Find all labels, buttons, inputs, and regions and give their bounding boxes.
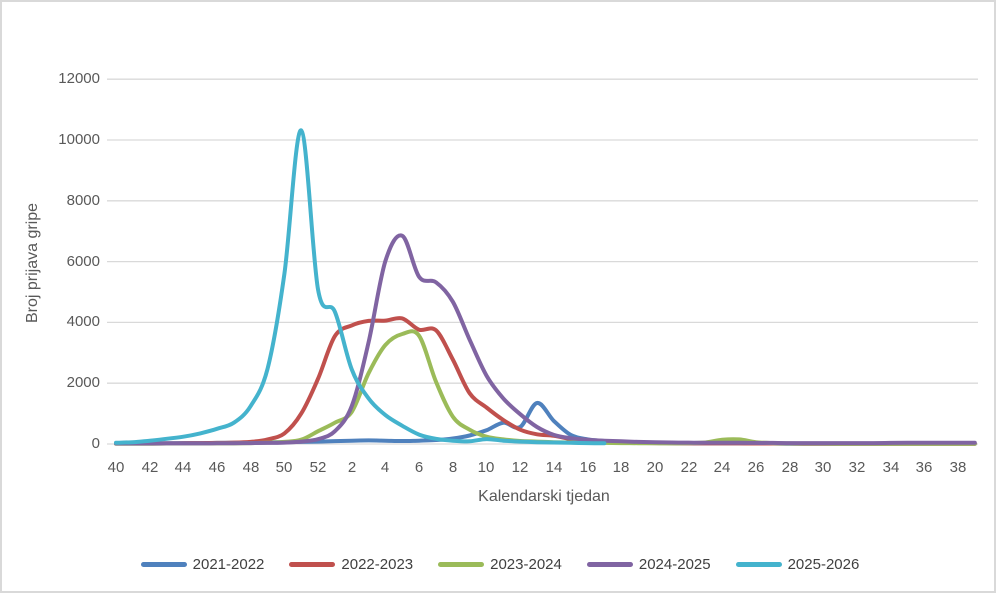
x-tick-label: 30 [814, 459, 832, 476]
legend-line-swatch [586, 561, 633, 567]
y-tick-label: 6000 [66, 253, 100, 270]
legend-line-swatch [735, 561, 782, 567]
legend-label: 2022-2023 [341, 555, 414, 573]
x-tick-label: 26 [747, 459, 765, 476]
legend-label: 2025-2026 [787, 555, 860, 573]
legend-label: 2024-2025 [638, 555, 711, 573]
x-tick-label: 36 [915, 459, 933, 476]
legend-line-swatch [438, 561, 485, 567]
y-tick-label: 0 [91, 435, 100, 452]
y-axis-title: Broj prijava gripe [24, 202, 41, 324]
legend-line-swatch [289, 561, 336, 567]
x-tick-label: 46 [208, 459, 226, 476]
x-axis-title: Kalendarski tjedan [478, 488, 610, 505]
y-tick-label: 12000 [58, 70, 100, 87]
x-tick-label: 14 [545, 459, 563, 476]
y-tick-label: 2000 [66, 374, 100, 391]
chart-legend: 2021-2022 2022-2023 2023-2024 2024-2025 2025… [2, 553, 996, 575]
legend-item-2024-2025: 2024-2025 [586, 555, 711, 573]
series-line-2021-2022 [114, 401, 977, 446]
x-tick-label: 2 [347, 459, 357, 476]
x-tick-label: 10 [477, 459, 495, 476]
x-tick-label: 44 [174, 459, 192, 476]
x-tick-label: 52 [309, 459, 327, 476]
y-tick-label: 8000 [66, 192, 100, 209]
x-tick-label: 38 [949, 459, 967, 476]
x-tick-label: 28 [781, 459, 799, 476]
x-tick-label: 40 [107, 459, 125, 476]
x-tick-label: 22 [680, 459, 698, 476]
x-tick-label: 20 [646, 459, 664, 476]
legend-item-2022-2023: 2022-2023 [289, 556, 413, 573]
x-tick-label: 32 [848, 459, 866, 476]
series-line-2022-2023 [114, 316, 977, 446]
legend-item-2021-2022: 2021-2022 [140, 555, 265, 573]
series-line-2023-2024 [114, 329, 977, 446]
x-tick-label: 48 [242, 459, 260, 476]
y-tick-label: 10000 [58, 131, 100, 148]
legend-label: 2023-2024 [490, 555, 562, 573]
legend-item-2023-2024: 2023-2024 [438, 556, 562, 573]
x-tick-label: 4 [380, 459, 390, 476]
x-tick-label: 50 [275, 459, 293, 476]
x-tick-label: 8 [448, 459, 458, 476]
x-tick-label: 16 [579, 459, 597, 476]
legend-line-swatch [140, 561, 187, 567]
x-tick-label: 24 [713, 459, 731, 476]
x-tick-label: 34 [882, 459, 900, 476]
legend-label: 2021-2022 [192, 555, 265, 573]
x-tick-label: 12 [511, 459, 529, 476]
y-tick-label: 4000 [66, 313, 100, 330]
series-line-2024-2025 [114, 233, 977, 446]
x-tick-label: 6 [414, 459, 424, 476]
series-line-2025-2026 [114, 128, 607, 446]
x-tick-label: 42 [141, 459, 159, 476]
x-tick-label: 18 [612, 459, 630, 476]
legend-item-2025-2026: 2025-2026 [735, 555, 860, 573]
